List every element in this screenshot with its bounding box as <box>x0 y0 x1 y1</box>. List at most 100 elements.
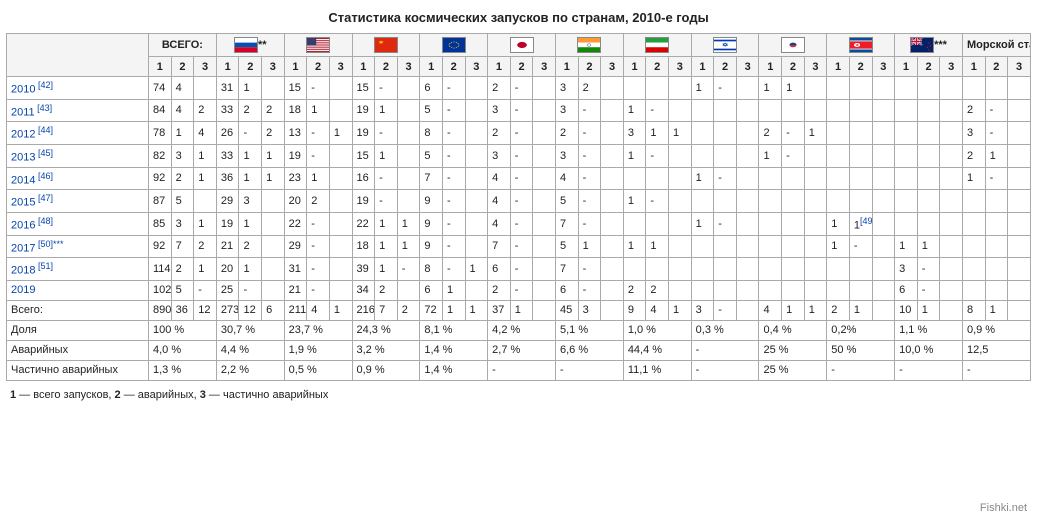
data-cell <box>782 280 805 300</box>
data-cell: - <box>849 235 872 258</box>
data-cell: - <box>375 190 398 213</box>
data-cell: 3 <box>488 99 511 122</box>
data-cell: - <box>578 122 601 145</box>
year-link[interactable]: 2017 [50]*** <box>7 235 149 258</box>
data-cell: 1 <box>239 77 262 100</box>
data-cell: 20 <box>216 258 239 281</box>
data-cell: 31 <box>216 77 239 100</box>
data-cell <box>533 190 556 213</box>
data-cell <box>872 300 895 320</box>
data-cell <box>827 280 850 300</box>
data-cell: 21 <box>216 235 239 258</box>
sub-header: 2 <box>849 57 872 77</box>
year-link[interactable]: 2010 [42] <box>7 77 149 100</box>
data-cell <box>849 167 872 190</box>
data-cell <box>985 190 1008 213</box>
data-cell: 1 <box>895 235 918 258</box>
data-cell: 1 <box>623 235 646 258</box>
data-cell <box>849 258 872 281</box>
year-link[interactable]: 2014 [46] <box>7 167 149 190</box>
data-cell: 100 % <box>149 320 217 340</box>
data-cell <box>714 144 737 167</box>
data-cell <box>895 99 918 122</box>
group-header-0: ВСЕГО: <box>162 39 203 51</box>
data-cell: 2 <box>759 122 782 145</box>
data-cell: 18 <box>352 235 375 258</box>
data-cell: 3 <box>962 122 985 145</box>
data-cell: 0,4 % <box>759 320 827 340</box>
data-cell <box>782 167 805 190</box>
column-group-3: ★ <box>352 34 420 57</box>
data-cell <box>872 212 895 235</box>
data-cell <box>759 280 782 300</box>
data-cell <box>1008 258 1031 281</box>
year-link[interactable]: 2015 [47] <box>7 190 149 213</box>
data-cell <box>804 190 827 213</box>
data-cell: - <box>510 258 533 281</box>
data-cell <box>646 167 669 190</box>
data-cell: 1 <box>262 144 285 167</box>
data-cell: 1 <box>669 300 692 320</box>
data-cell: 2 <box>962 99 985 122</box>
data-cell <box>736 280 759 300</box>
data-cell: 9 <box>420 190 443 213</box>
data-cell: 2 <box>171 258 194 281</box>
sub-header: 3 <box>669 57 692 77</box>
data-cell <box>1008 235 1031 258</box>
data-cell: 4 <box>171 77 194 100</box>
data-cell <box>940 300 963 320</box>
data-cell: 11,1 % <box>623 360 691 380</box>
year-link[interactable]: 2013 [45] <box>7 144 149 167</box>
data-cell: 1,1 % <box>895 320 963 340</box>
data-cell: 5 <box>420 99 443 122</box>
data-cell <box>262 77 285 100</box>
year-link[interactable]: 2012 [44] <box>7 122 149 145</box>
data-cell <box>691 99 714 122</box>
sub-header: 2 <box>307 57 330 77</box>
sub-header: 2 <box>646 57 669 77</box>
data-cell <box>329 77 352 100</box>
data-cell: 4 <box>488 167 511 190</box>
column-group-10: ★ <box>827 34 895 57</box>
data-cell: - <box>962 360 1030 380</box>
data-cell <box>533 258 556 281</box>
data-cell <box>397 122 420 145</box>
summary-row: Частично аварийных1,3 %2,2 %0,5 %0,9 %1,… <box>7 360 1031 380</box>
data-cell <box>465 280 488 300</box>
data-cell: - <box>578 167 601 190</box>
data-cell: 8 <box>420 258 443 281</box>
data-cell: - <box>646 99 669 122</box>
data-cell: 1 <box>397 212 420 235</box>
year-link[interactable]: 2019 <box>7 280 149 300</box>
data-cell <box>714 280 737 300</box>
data-cell: - <box>442 167 465 190</box>
data-cell <box>849 280 872 300</box>
data-cell: 1 <box>442 300 465 320</box>
data-cell <box>782 235 805 258</box>
data-cell <box>895 144 918 167</box>
data-cell: 74 <box>149 77 172 100</box>
data-cell <box>714 235 737 258</box>
year-link[interactable]: 2011 [43] <box>7 99 149 122</box>
data-cell: 2 <box>262 122 285 145</box>
data-cell: 15 <box>284 77 307 100</box>
data-cell <box>759 167 782 190</box>
data-cell: 1 <box>307 99 330 122</box>
data-cell: 1 <box>465 258 488 281</box>
year-link[interactable]: 2018 [51] <box>7 258 149 281</box>
data-cell: 4 <box>555 167 578 190</box>
data-cell: 1 <box>510 300 533 320</box>
data-cell: - <box>307 77 330 100</box>
sub-header: 1 <box>623 57 646 77</box>
data-cell: 1 <box>849 300 872 320</box>
data-cell: - <box>714 300 737 320</box>
sub-header: 3 <box>940 57 963 77</box>
data-cell: 2,2 % <box>216 360 284 380</box>
data-cell <box>397 99 420 122</box>
data-cell: 9 <box>420 212 443 235</box>
year-link[interactable]: 2016 [48] <box>7 212 149 235</box>
data-cell: - <box>555 360 623 380</box>
data-cell <box>646 258 669 281</box>
data-cell: 2 <box>239 235 262 258</box>
sub-header: 1 <box>827 57 850 77</box>
